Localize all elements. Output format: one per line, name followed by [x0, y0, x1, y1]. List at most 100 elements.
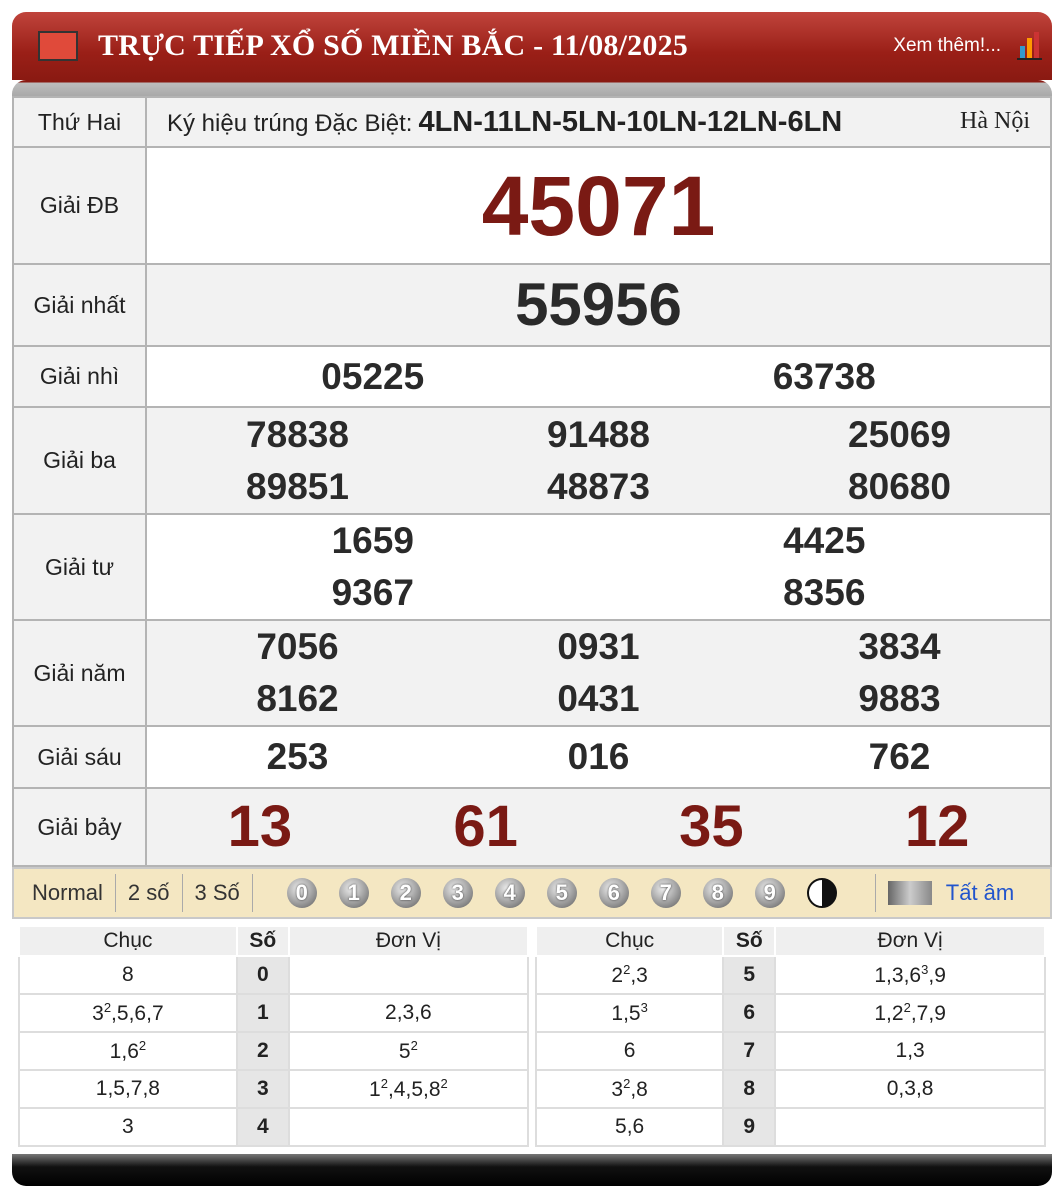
prize-row: Giải nhì 05225 63738	[12, 345, 1052, 408]
prize-cell: 7056 0931 3834 8162 0431 9883	[145, 619, 1052, 727]
loto-row: 1,62 2 52	[18, 1031, 530, 1071]
prize-cell: 55956	[145, 263, 1052, 347]
separator	[874, 874, 876, 912]
prize-number: 55956	[515, 271, 682, 338]
chuc-cell: 1,5,7,8	[18, 1069, 238, 1109]
loto-row: 22,3 5 1,3,63,9	[534, 955, 1046, 995]
prize-number: 63738	[772, 355, 876, 397]
header-row: Chục Số Đơn Vị	[534, 925, 1046, 957]
prize-number: 80680	[848, 465, 951, 507]
digit-ball-9[interactable]: 9	[754, 878, 785, 908]
prize-number: 253	[266, 736, 329, 777]
prize-number: 8356	[783, 572, 866, 613]
digit-ball-3[interactable]: 3	[442, 878, 473, 908]
chuc-cell: 5,6	[534, 1107, 725, 1147]
header: TRỰC TIẾP XỔ SỐ MIỀN BẮC - 11/08/2025 Xe…	[12, 12, 1052, 80]
prize-number: 89851	[246, 465, 349, 507]
mute-all-link[interactable]: Tất âm	[945, 880, 1015, 905]
digit-ball-5[interactable]: 5	[546, 878, 577, 908]
column-header: Đơn Vị	[287, 925, 530, 957]
prize-numbers: 7056 0931 3834 8162 0431 9883	[147, 621, 1050, 725]
column-header: Số	[235, 925, 290, 957]
prize-numbers: 253 016 762	[147, 731, 1050, 783]
digit-ball-7[interactable]: 7	[650, 878, 681, 908]
separator	[251, 874, 253, 912]
prize-cell: 13 61 35 12	[145, 787, 1052, 867]
digit-ball-8[interactable]: 8	[702, 878, 733, 908]
prize-label: Giải ba	[12, 406, 147, 515]
mode-1[interactable]: 2 số	[127, 880, 170, 905]
donvi-cell: 1,22,7,9	[774, 993, 1046, 1033]
prize-number: 8162	[256, 678, 339, 719]
loto-row: 32,8 8 0,3,8	[534, 1069, 1046, 1109]
prize-number: 12	[904, 794, 970, 859]
prize-row: Giải nhất 55956	[12, 263, 1052, 347]
column-header: Chục	[18, 925, 238, 957]
digit-ball-1[interactable]: 1	[338, 878, 369, 908]
prize-row: Giải sáu 253 016 762	[12, 725, 1052, 789]
so-cell: 8	[722, 1069, 777, 1109]
prize-cell: 1659 4425 9367 8356	[145, 513, 1052, 621]
so-cell: 7	[722, 1031, 777, 1071]
donvi-cell: 1,3	[774, 1031, 1046, 1071]
donvi-cell: 52	[287, 1031, 530, 1071]
prize-number: 016	[567, 736, 630, 777]
prize-row: Giải tư 1659 4425 9367 8356	[12, 513, 1052, 621]
chuc-cell: 6	[534, 1031, 725, 1071]
prize-label: Giải nhì	[12, 345, 147, 408]
chuc-cell: 32,5,6,7	[18, 993, 238, 1033]
prize-label: Giải nhất	[12, 263, 147, 347]
prize-numbers: 45071	[147, 151, 1050, 261]
prize-label: Giải sáu	[12, 725, 147, 789]
prize-number: 35	[679, 794, 744, 859]
digit-ball-6[interactable]: 6	[598, 878, 629, 908]
donvi-cell: 1,3,63,9	[774, 955, 1046, 995]
prize-numbers: 78838 91488 25069 89851 48873 80680	[147, 409, 1050, 513]
digit-ball-2[interactable]: 2	[390, 878, 421, 908]
so-cell: 1	[235, 993, 290, 1033]
column-header: Số	[722, 925, 777, 957]
prize-label: Giải tư	[12, 513, 147, 621]
prize-number: 0931	[557, 626, 640, 667]
so-cell: 9	[722, 1107, 777, 1147]
speaker-icon[interactable]	[887, 881, 932, 905]
prize-number: 0431	[557, 678, 640, 719]
see-more-link[interactable]: Xem thêm!...	[893, 35, 1001, 56]
so-cell: 4	[235, 1107, 290, 1147]
mode-2[interactable]: 3 Số	[194, 880, 240, 905]
digit-ball-4[interactable]: 4	[494, 878, 525, 908]
column-header: Chục	[534, 925, 725, 957]
loto-tables: Chục Số Đơn Vị 8 0 32,5,6,7 1 2,3,6 1,62 2 52 1,5,7…	[12, 919, 1052, 1147]
chuc-cell: 32,8	[534, 1069, 725, 1109]
prize-number: 05225	[321, 355, 425, 397]
chuc-cell: 22,3	[534, 955, 725, 995]
prize-cell: 253 016 762	[145, 725, 1052, 789]
symbol-label: Ký hiệu trúng Đặc Biệt:	[167, 109, 413, 137]
prize-label: Giải ĐB	[12, 146, 147, 265]
header-row: Chục Số Đơn Vị	[18, 925, 530, 957]
chart-icon[interactable]	[1017, 32, 1042, 60]
prize-cell: 78838 91488 25069 89851 48873 80680	[145, 406, 1052, 515]
prize-number: 78838	[246, 413, 349, 455]
chuc-cell: 1,62	[18, 1031, 238, 1071]
prize-row: Giải ba 78838 91488 25069 89851 48873 80680	[12, 406, 1052, 515]
results-panel: TRỰC TIẾP XỔ SỐ MIỀN BẮC - 11/08/2025 Xe…	[12, 12, 1052, 1186]
loto-row: 6 7 1,3	[534, 1031, 1046, 1071]
prize-label: Giải bảy	[12, 787, 147, 867]
mode-0[interactable]: Normal	[32, 880, 103, 905]
yin-yang-icon[interactable]	[806, 878, 837, 908]
city: Hà Nội	[960, 108, 1030, 134]
loto-table-right: Chục Số Đơn Vị 22,3 5 1,3,63,9 1,53 6 1,22,7,9 6 7…	[534, 925, 1046, 1147]
prize-row: Giải bảy 13 61 35 12	[12, 787, 1052, 867]
mail-icon	[38, 31, 78, 61]
loto-row: 1,53 6 1,22,7,9	[534, 993, 1046, 1033]
so-cell: 2	[235, 1031, 290, 1071]
prize-number: 762	[868, 736, 931, 777]
prize-numbers: 13 61 35 12	[147, 790, 1050, 864]
so-cell: 0	[235, 955, 290, 995]
donvi-cell: 12,4,5,82	[287, 1069, 530, 1109]
donvi-cell	[287, 955, 530, 995]
digit-ball-0[interactable]: 0	[286, 878, 317, 908]
prize-numbers: 55956	[147, 266, 1050, 344]
donvi-cell: 2,3,6	[287, 993, 530, 1033]
